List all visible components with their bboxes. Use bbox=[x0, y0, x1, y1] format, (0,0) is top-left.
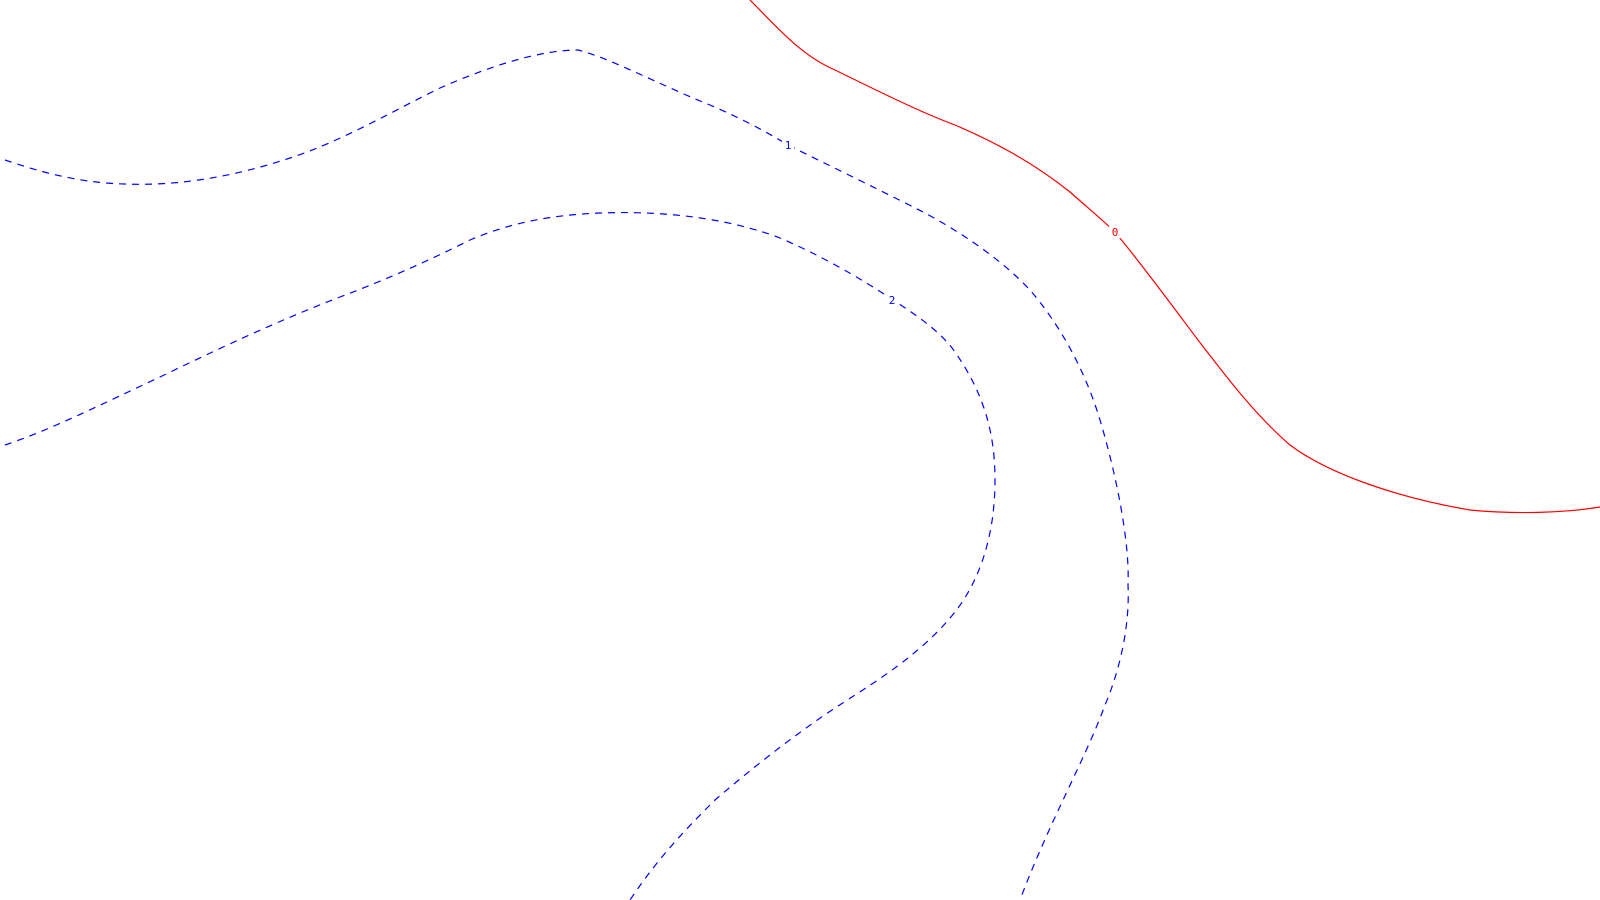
contour-lines bbox=[4, 0, 1600, 900]
contour-label-level-2: 2 bbox=[889, 294, 896, 307]
contour-label-background bbox=[886, 292, 898, 306]
contour-labels: 0 1 2 bbox=[782, 137, 1121, 307]
contour-label-background bbox=[782, 137, 794, 151]
contour-line-level-1 bbox=[4, 49, 1129, 900]
contour-label-level-0: 0 bbox=[1112, 226, 1119, 239]
contour-label-background bbox=[1109, 224, 1121, 238]
contour-line-level-2 bbox=[4, 211, 996, 900]
contour-line-level-0 bbox=[749, 0, 1600, 514]
contour-label-level-1: 1 bbox=[785, 139, 792, 152]
